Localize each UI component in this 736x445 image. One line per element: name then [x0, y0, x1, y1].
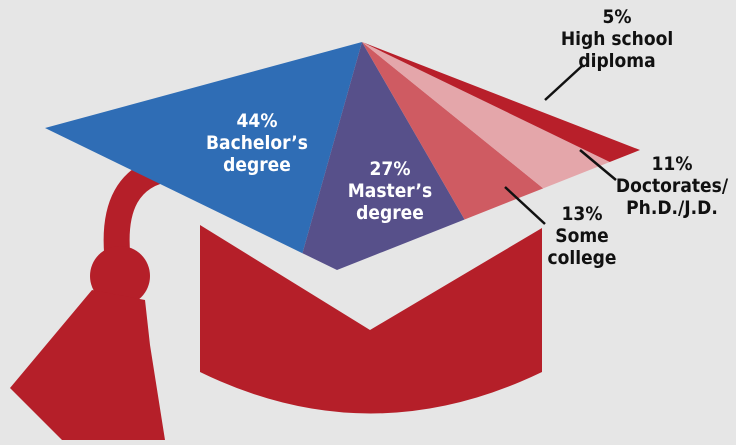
slice-label: 5% High school diploma: [561, 6, 673, 72]
category-label: Bachelor’s degree: [206, 132, 308, 176]
slice-label: 13% Some college: [547, 203, 616, 269]
category-label: Some college: [547, 225, 617, 269]
value-label: 11%: [651, 153, 693, 175]
value-label: 44%: [236, 110, 278, 132]
slices: [45, 42, 640, 270]
category-label: Doctorates/ Ph.D./J.D.: [615, 175, 729, 219]
tassel: [10, 290, 165, 440]
cap-base: [200, 225, 542, 414]
slice: [362, 42, 640, 162]
slice: [362, 42, 610, 189]
slice: [302, 42, 465, 270]
leader-line: [504, 186, 546, 225]
slice-label: 11% Doctorates/ Ph.D./J.D.: [616, 153, 728, 219]
category-label: High school diploma: [560, 28, 674, 72]
leader-line: [579, 149, 617, 181]
tassel-knot: [90, 246, 150, 306]
value-label: 5%: [602, 6, 632, 28]
slice: [45, 42, 362, 254]
value-label: 27%: [369, 158, 411, 180]
leader-line: [544, 65, 583, 101]
category-label: Master’s degree: [347, 180, 433, 224]
slice-label: 27% Master’s degree: [348, 158, 432, 224]
slice-label: 44% Bachelor’s degree: [206, 110, 308, 176]
value-label: 13%: [561, 203, 603, 225]
slice: [362, 42, 544, 220]
